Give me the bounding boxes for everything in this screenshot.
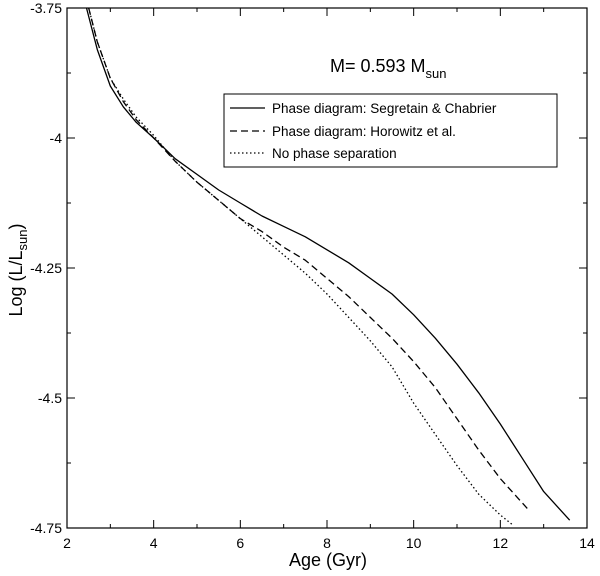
plot-frame [66, 7, 588, 529]
mass-annotation-sub: sun [426, 66, 447, 81]
axis-ticks [66, 7, 588, 529]
y-tick-label: -4.5 [38, 390, 62, 406]
x-tick-label: 10 [406, 535, 422, 551]
x-tick-label: 12 [493, 535, 509, 551]
y-axis-title-sub: sun [15, 229, 30, 250]
x-tick-label: 2 [63, 535, 71, 551]
x-axis-title: Age (Gyr) [289, 550, 367, 570]
y-axis-title-main: Log (L/L [6, 250, 26, 316]
mass-annotation: M= 0.593 Msun [330, 56, 447, 81]
series-line-dashed [88, 7, 529, 511]
legend-label-horowitz: Phase diagram: Horowitz et al. [272, 124, 456, 139]
y-tick-label: -4.75 [30, 520, 62, 536]
y-tick-label: -4.25 [30, 260, 62, 276]
legend-label-segretain: Phase diagram: Segretain & Chabrier [272, 101, 497, 116]
y-axis-title-close: ) [6, 223, 26, 229]
x-tick-label: 4 [150, 535, 158, 551]
legend-box [223, 93, 558, 168]
legend: Phase diagram: Segretain & Chabrier Phas… [223, 93, 558, 168]
y-axis-title: Log (L/Lsun) [6, 223, 30, 316]
mass-annotation-main: M= 0.593 M [330, 56, 426, 76]
series-line-solid [85, 7, 571, 521]
y-tick-label: -4 [50, 130, 63, 146]
x-tick-label: 14 [579, 535, 595, 551]
x-tick-label: 8 [323, 535, 331, 551]
legend-label-no-separation: No phase separation [272, 146, 397, 161]
axis-tick-labels: 2 4 6 8 10 12 14 -3.75 -4 -4.25 -4.5 -4.75 [30, 0, 595, 551]
x-tick-label: 6 [236, 535, 244, 551]
series-line-dotted [88, 7, 514, 526]
series-lines [85, 7, 571, 526]
y-tick-label: -3.75 [30, 0, 62, 16]
